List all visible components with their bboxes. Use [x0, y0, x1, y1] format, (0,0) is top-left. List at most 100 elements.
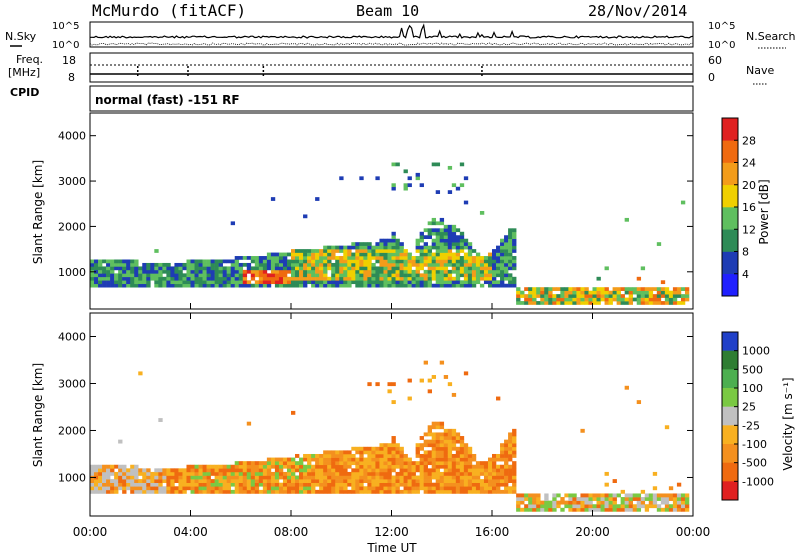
colorbar-swatch [722, 332, 738, 351]
velocity-cell [335, 457, 340, 462]
velocity-cell [315, 482, 320, 487]
velocity-cell [612, 479, 617, 483]
power-cell [323, 259, 328, 264]
power-cell [291, 252, 296, 257]
velocity-cell [363, 446, 368, 451]
velocity-cell [162, 479, 167, 483]
power-cell [154, 283, 159, 288]
velocity-cell [672, 500, 678, 505]
power-cell [487, 283, 493, 288]
power-cell [331, 280, 336, 285]
velocity-cell [636, 400, 642, 405]
velocity-cell [347, 479, 352, 483]
power-cell [371, 252, 376, 257]
power-cell [339, 266, 344, 271]
velocity-cell [335, 475, 340, 480]
velocity-cell [403, 479, 408, 483]
power-cell [455, 228, 461, 233]
velocity-cell [479, 471, 485, 476]
velocity-cell [130, 486, 135, 491]
velocity-cell [303, 457, 308, 462]
velocity-cell [664, 500, 670, 505]
power-cell [564, 301, 569, 305]
velocity-cell [266, 489, 272, 494]
y-tick-label: 2000 [58, 220, 86, 233]
power-cell [463, 262, 469, 267]
velocity-cell [90, 479, 95, 483]
power-cell [576, 294, 581, 298]
velocity-cell [552, 504, 557, 509]
power-cell [242, 256, 248, 260]
power-cell [431, 221, 437, 226]
velocity-cell [652, 486, 658, 491]
velocity-cell [206, 471, 211, 476]
power-cell [399, 249, 404, 253]
velocity-cell [584, 504, 589, 509]
power-cell [435, 231, 441, 236]
velocity-cell [118, 479, 123, 483]
power-cell [399, 276, 404, 281]
power-cell [307, 252, 312, 257]
power-cell [528, 301, 533, 305]
power-cell [447, 280, 453, 285]
velocity-cell [303, 468, 308, 473]
power-cell [427, 249, 432, 253]
velocity-cell [664, 504, 670, 509]
velocity-cell [568, 497, 573, 501]
power-cell [379, 245, 384, 250]
velocity-cell [592, 507, 597, 512]
power-cell [391, 162, 396, 167]
velocity-cell [174, 486, 179, 491]
power-cell [327, 256, 332, 260]
velocity-cell [516, 504, 521, 509]
velocity-cell [483, 464, 489, 469]
power-cell [146, 269, 151, 274]
power-cell [230, 280, 236, 285]
power-cell [331, 245, 336, 250]
power-cell [319, 256, 324, 260]
power-cell [347, 262, 352, 267]
velocity-cell [106, 479, 111, 483]
power-cell [274, 252, 280, 257]
velocity-cell [174, 489, 179, 494]
velocity-cell [391, 479, 396, 483]
velocity-cell [323, 486, 328, 491]
power-cell [274, 256, 280, 260]
power-cell [367, 262, 372, 267]
velocity-cell [508, 486, 513, 491]
velocity-cell [483, 486, 489, 491]
velocity-cell [463, 443, 469, 448]
power-cell [512, 266, 517, 271]
power-cell [403, 269, 408, 274]
power-cell [451, 245, 457, 250]
power-cell [270, 259, 276, 264]
velocity-cell [146, 489, 151, 494]
power-cell [278, 269, 284, 274]
velocity-cell [190, 464, 195, 469]
velocity-cell [459, 436, 465, 440]
velocity-cell [234, 468, 240, 473]
velocity-cell [660, 500, 666, 505]
power-cell [435, 245, 441, 250]
velocity-cell [624, 500, 629, 505]
power-cell [371, 262, 376, 267]
velocity-cell [286, 475, 292, 480]
power-cell [399, 280, 404, 285]
velocity-cell [242, 461, 248, 466]
power-cell [335, 269, 340, 274]
velocity-cell [500, 453, 505, 458]
power-cell [391, 269, 396, 274]
velocity-cell [467, 475, 473, 480]
velocity-cell [303, 482, 308, 487]
velocity-cell [375, 464, 380, 469]
power-cell [379, 252, 384, 257]
power-cell [303, 249, 308, 253]
power-cell [106, 280, 111, 285]
velocity-cell [98, 482, 103, 487]
velocity-cell [138, 489, 143, 494]
power-cell [291, 249, 296, 253]
velocity-cell [572, 493, 577, 498]
velocity-cell [383, 443, 388, 448]
power-cell [355, 242, 360, 246]
velocity-cell [431, 464, 437, 469]
